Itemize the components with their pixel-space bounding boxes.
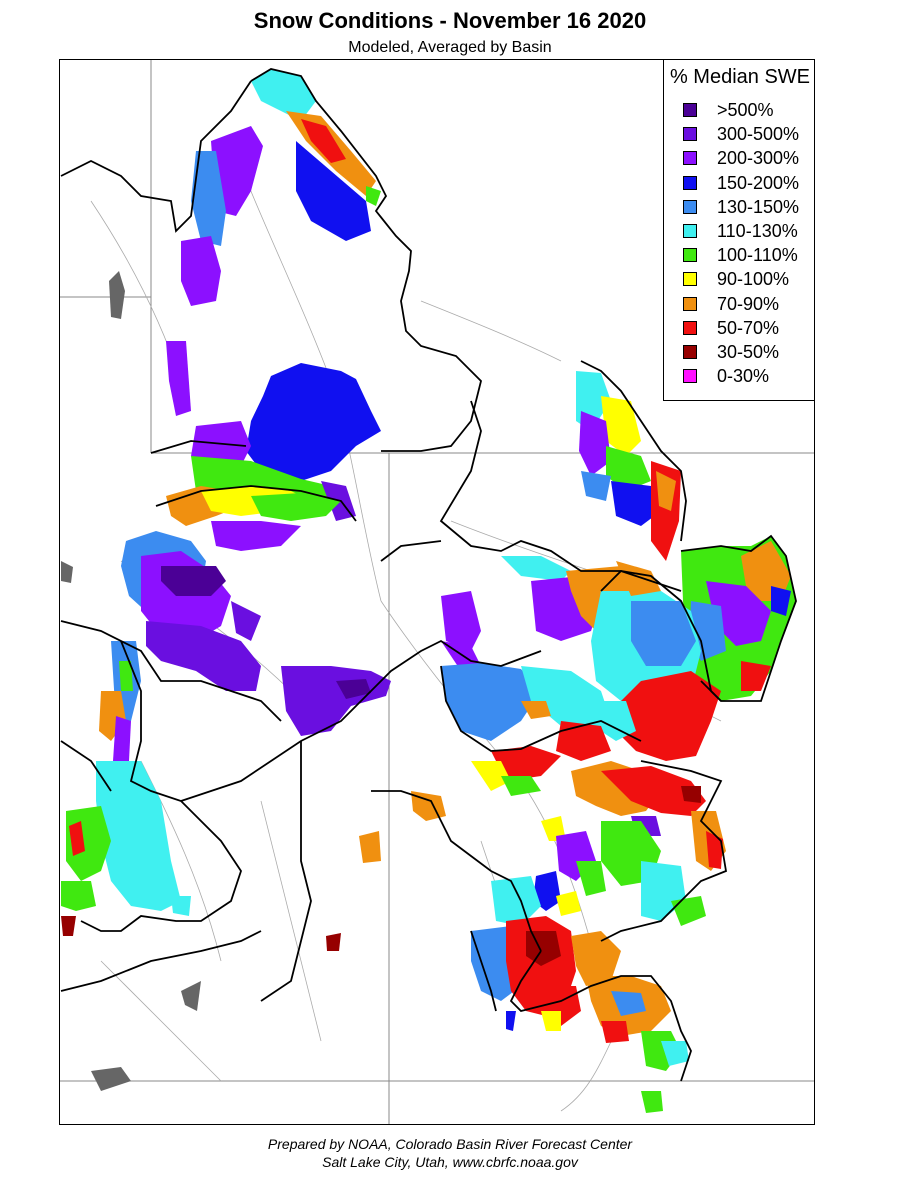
legend-label: >500% [717,100,774,120]
legend-title: % Median SWE [669,66,811,88]
footer-location: Salt Lake City, Utah, www.cbrfc.noaa.gov [322,1154,578,1170]
legend-label: 130-150% [717,196,800,217]
legend-label: 90-100% [717,269,790,290]
legend-swatch [683,151,697,166]
legend-label: 150-200% [717,172,800,193]
legend-swatch [683,175,697,190]
legend-swatch [683,320,697,335]
legend-swatch [683,369,697,384]
legend-swatch [683,248,697,263]
legend-label: 300-500% [717,124,800,145]
chart-title: Snow Conditions - November 16 2020 [253,8,647,33]
legend-swatch [683,199,697,214]
chart-subtitle: Modeled, Averaged by Basin [348,39,552,56]
legend-swatch [683,345,697,359]
legend-swatch [683,224,697,238]
legend-swatch [683,272,697,287]
footer-credit: Prepared by NOAA, Colorado Basin River F… [267,1136,633,1152]
legend-label: 0-30% [717,366,770,387]
legend-label: 50-70% [717,317,780,338]
legend-label: 70-90% [717,293,780,314]
snow-regions [61,69,796,1113]
legend-swatch [683,103,697,117]
legend-swatch [683,127,697,142]
legend-label: 200-300% [717,148,800,169]
legend-label: 30-50% [717,342,780,362]
legend: % Median SWE >500% 300-500% 200-300% 150-20… [663,59,815,401]
legend-label: 110-130% [717,221,798,241]
legend-swatch [683,296,697,311]
legend-label: 100-110% [717,245,798,266]
basin-map [60,60,814,1124]
basin-outlines [60,68,797,1082]
